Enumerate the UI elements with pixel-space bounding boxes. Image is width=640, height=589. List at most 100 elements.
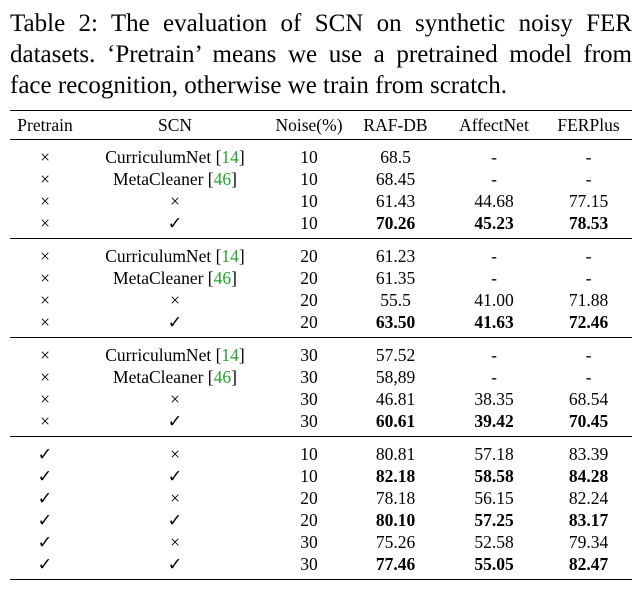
cell-affectnet: - [491,146,497,167]
row-group: × CurriculumNet [14] 10 68.5- - × MetaCleaner … [10,139,632,239]
cell-ferplus: - [585,245,592,266]
cell-ferplus: - [585,146,592,167]
method-name: MetaCleaner [113,168,204,189]
cell-rafdb: 60.61 [375,410,416,431]
method-name: × [170,289,180,310]
citation-link[interactable]: 46 [213,168,232,189]
cell-pretrain: ✓ [37,509,53,530]
cell-noise: 20 [300,311,318,332]
cell-pretrain: × [40,190,50,211]
cell-rafdb: 68.5 [380,146,411,167]
cell-pretrain: × [40,388,50,409]
cell-ferplus: 82.47 [568,553,609,574]
cell-affectnet: 44.68 [474,190,514,211]
cell-ferplus: 82.24 [568,487,609,508]
cell-pretrain: × [40,344,50,365]
cell-noise: 30 [300,553,318,574]
cell-rafdb: 80.81 [375,443,416,464]
table-row: × CurriculumNet [14] 10 68.5 - - [10,140,632,169]
table-row: ✓ ✓ 10 82.18 58.58 84.28 [10,465,632,487]
cell-rafdb: 55.5 [380,289,411,310]
cell-scn: × [80,487,270,509]
cell-ferplus: 83.39 [568,443,609,464]
row-group: × CurriculumNet [14] 20 61.23- - × MetaCleaner… [10,238,632,338]
cell-noise: 30 [300,344,318,365]
row-group: × CurriculumNet [14] 30 57.52- - × MetaCleaner… [10,337,632,437]
cell-ferplus: - [585,344,592,365]
citation-link[interactable]: 46 [213,366,232,387]
cell-affectnet: - [491,267,497,288]
cell-affectnet: - [491,366,497,387]
cell-pretrain: ✓ [37,531,53,552]
cell-affectnet: 58.58 [474,465,514,486]
cell-pretrain: × [40,168,50,189]
method-name: × [170,190,180,211]
cell-pretrain: ✓ [37,487,53,508]
cell-affectnet: 39.42 [474,410,514,431]
table-row: ✓ × 20 78.18 56.15 82.24 [10,487,632,509]
table-row: × ✓ 10 70.26 45.23 78.53 [10,212,632,239]
cell-scn: MetaCleaner [46] [113,366,237,387]
method-name: ✓ [167,311,183,332]
cell-ferplus: 79.34 [568,531,609,552]
cell-scn: MetaCleaner [46] [113,267,237,288]
cell-pretrain: × [40,212,50,233]
cell-noise: 10 [300,212,318,233]
cell-ferplus: 72.46 [568,311,609,332]
cell-ferplus: - [585,267,592,288]
citation-link[interactable]: 14 [221,344,239,365]
table-caption: Table 2: The evaluation of SCN on synthe… [10,10,632,99]
cell-rafdb: 58,89 [375,366,416,387]
citation-link[interactable]: 14 [221,146,239,167]
cell-scn: × [80,531,270,553]
cell-noise: 20 [300,487,318,508]
cell-affectnet: 55.05 [474,553,514,574]
table-row: ✓ × 30 75.26 52.58 79.34 [10,531,632,553]
cell-rafdb: 46.81 [375,388,416,409]
cell-ferplus: - [585,366,592,387]
method-name: MetaCleaner [113,366,204,387]
cell-pretrain: × [40,410,50,431]
citation-link[interactable]: 14 [221,245,239,266]
header-row: Pretrain SCN Noise(%) RAF-DB AffectNet F… [10,110,632,140]
cell-rafdb: 57.52 [375,344,416,365]
cell-scn: × [80,388,270,410]
row-group: ✓ × 10 80.81 57.18 83.39 ✓ ✓ 10 82.18 58.58 84.28 ✓ ×… [10,436,632,580]
cell-pretrain: × [40,267,50,288]
header-pretrain: Pretrain [17,114,73,135]
table-row: × ✓ 30 60.61 39.42 70.45 [10,410,632,437]
cell-scn: ✓ [80,410,270,437]
table-row: × × 10 61.43 44.68 77.15 [10,190,632,212]
cell-pretrain: ✓ [37,553,53,574]
cell-ferplus: - [585,168,592,189]
cell-pretrain: × [40,366,50,387]
cell-affectnet: 41.63 [474,311,514,332]
cell-scn: × [80,437,270,466]
header-rafdb: RAF-DB [363,114,428,135]
cell-rafdb: 82.18 [375,465,416,486]
cell-ferplus: 77.15 [568,190,609,211]
results-table-container: Pretrain SCN Noise(%) RAF-DB AffectNet F… [10,110,632,580]
table-row: × ✓ 20 63.50 41.63 72.46 [10,311,632,338]
cell-affectnet: 52.58 [474,531,514,552]
method-name: ✓ [167,465,183,486]
cell-rafdb: 78.18 [375,487,416,508]
citation-link[interactable]: 46 [213,267,232,288]
table-row: × MetaCleaner [46] 20 61.35 - - [10,267,632,289]
method-name: CurriculumNet [105,146,212,167]
method-name: ✓ [167,553,183,574]
cell-ferplus: 78.53 [568,212,609,233]
cell-scn: ✓ [80,509,270,531]
cell-scn: ✓ [80,553,270,580]
results-table: Pretrain SCN Noise(%) RAF-DB AffectNet F… [10,110,632,580]
cell-rafdb: 80.10 [375,509,416,530]
cell-noise: 20 [300,289,318,310]
cell-affectnet: - [491,168,497,189]
cell-rafdb: 61.35 [375,267,416,288]
cell-noise: 20 [300,509,318,530]
table-row: × CurriculumNet [14] 20 61.23 - - [10,239,632,268]
method-name: CurriculumNet [105,245,212,266]
method-name: × [170,531,180,552]
cell-rafdb: 75.26 [375,531,416,552]
cell-pretrain: × [40,245,50,266]
